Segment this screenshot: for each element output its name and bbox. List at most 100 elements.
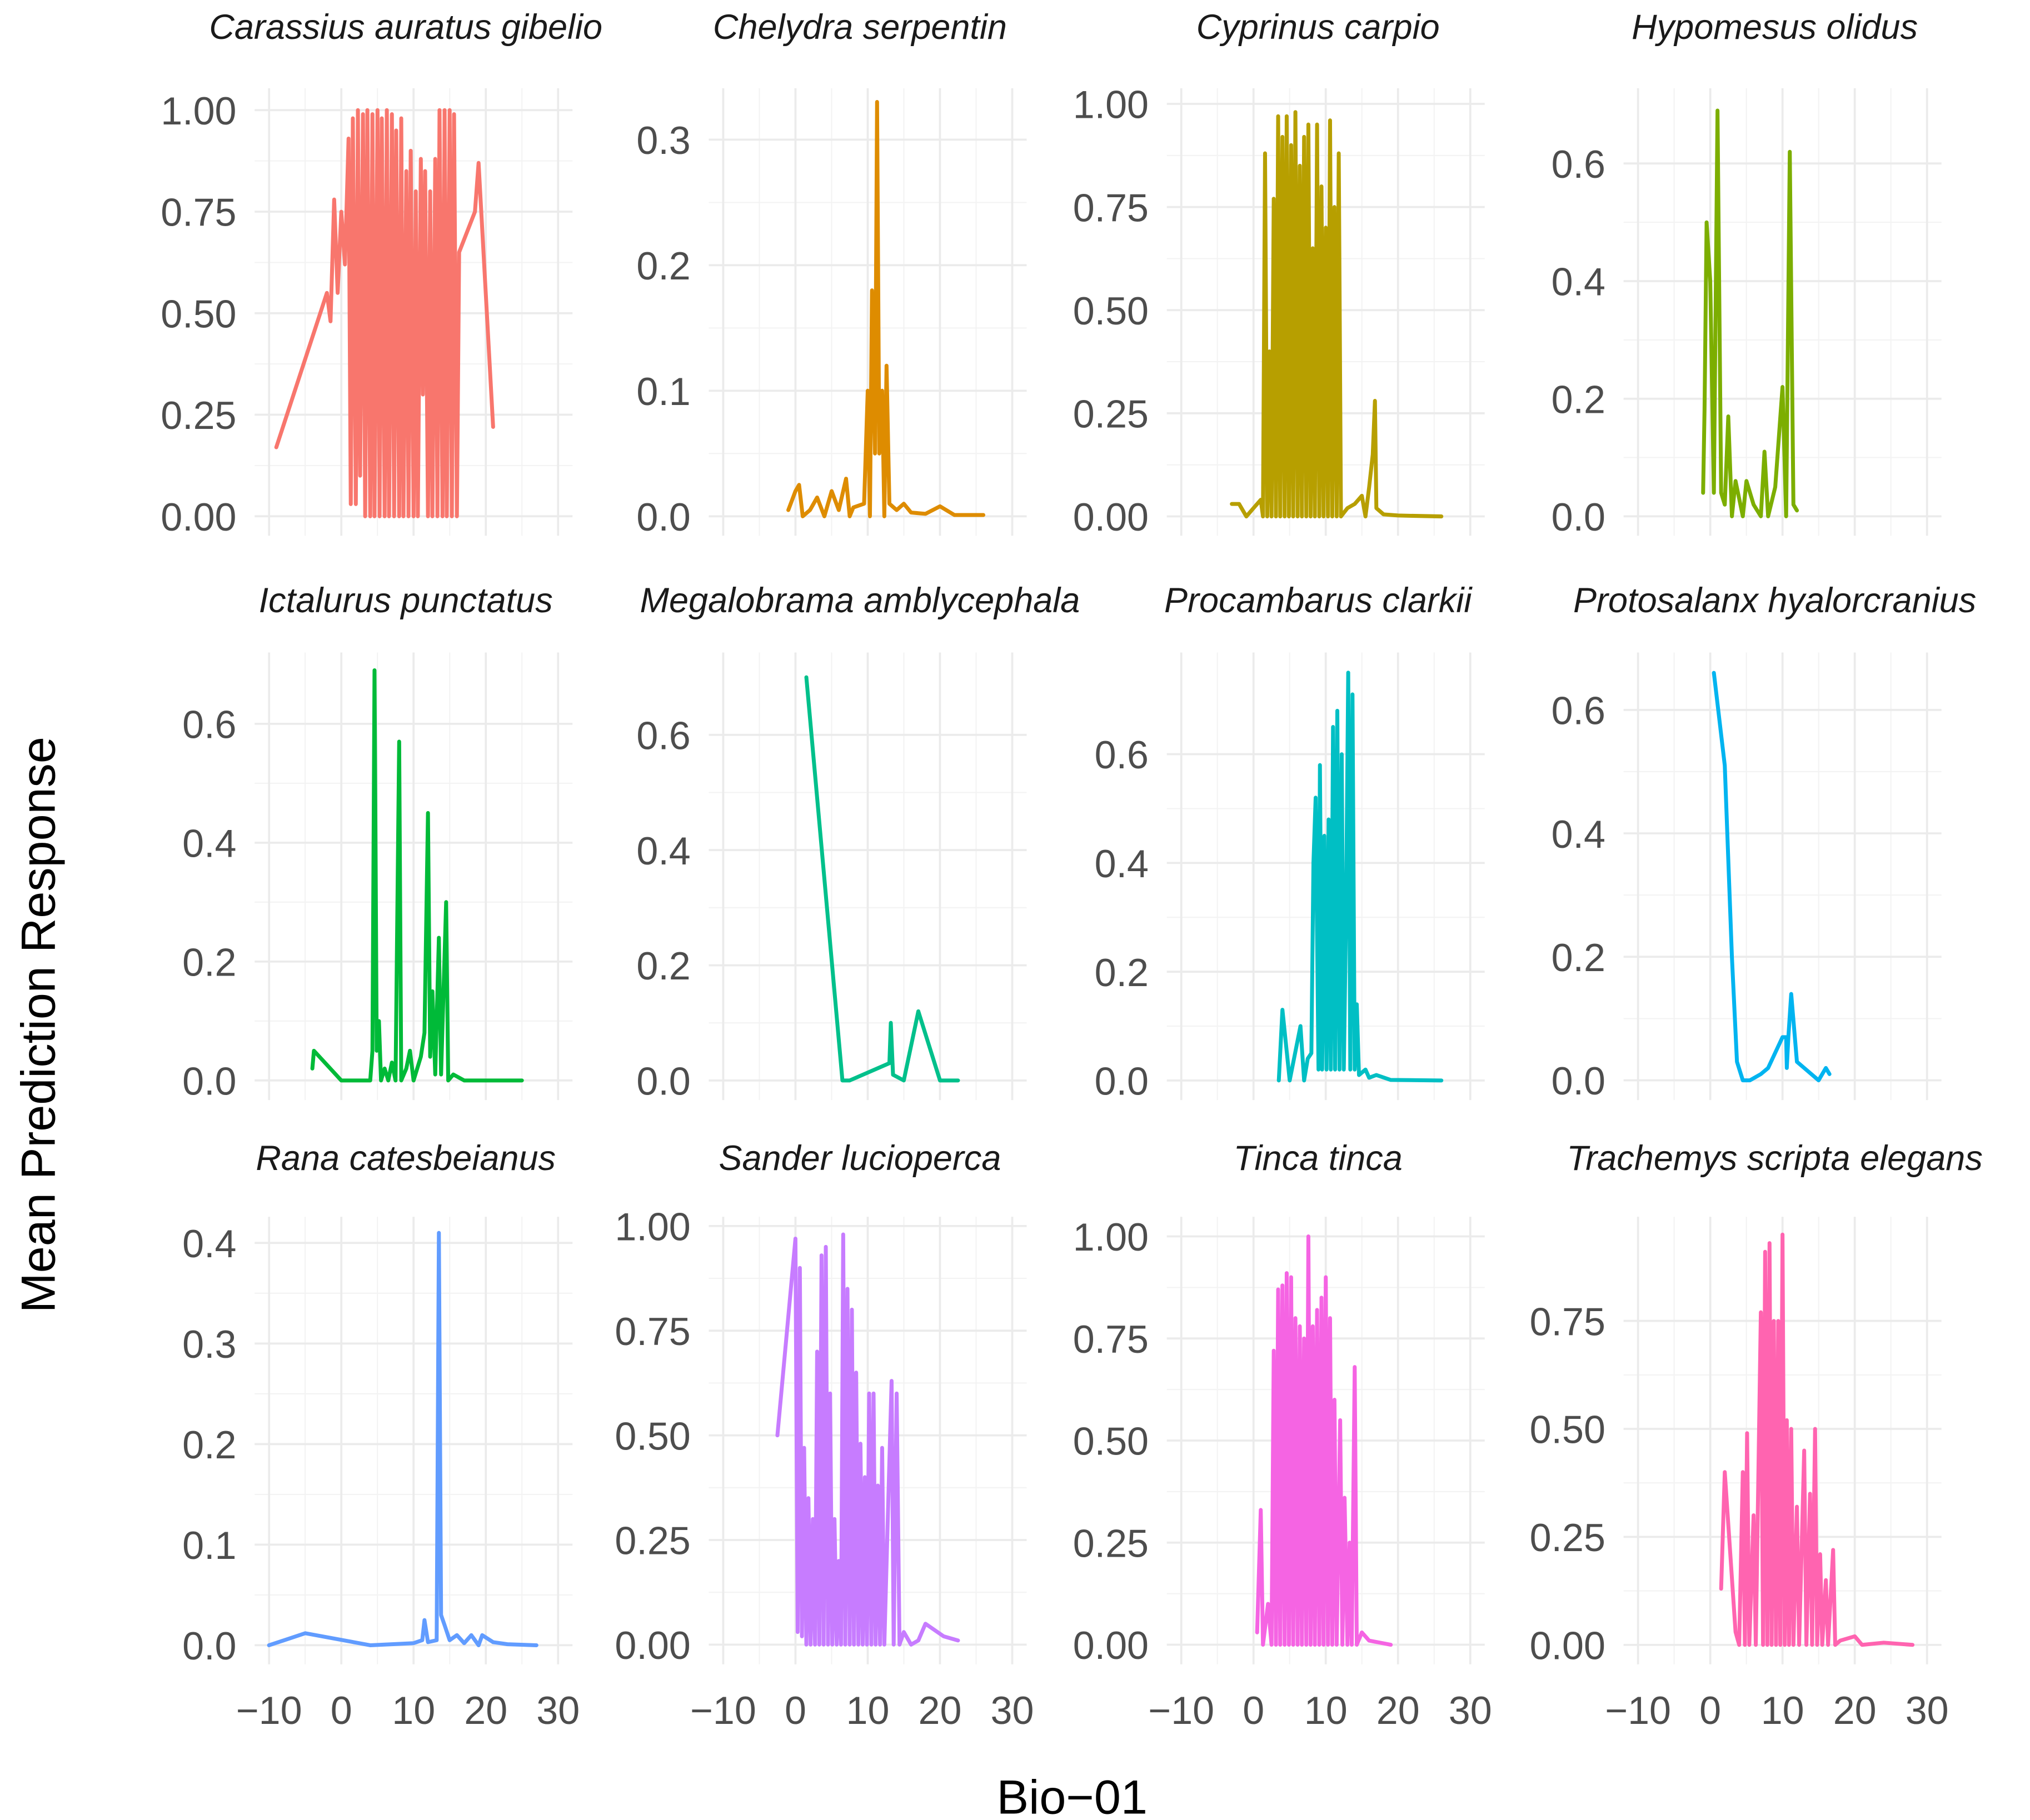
y-tick-label: 0.3 — [636, 119, 690, 162]
y-tick-label: 0.4 — [182, 1222, 236, 1266]
y-tick-label: 0.50 — [161, 292, 236, 336]
facet-panel: 0.00 0.25 0.50 0.75 1.00 −10 0 10 20 30 Tinca tinc… — [1073, 1139, 1492, 1732]
facet-panel: 0.0 0.1 0.2 0.3 0.4 −10 0 10 20 30 Rana catesbeian… — [182, 1139, 580, 1732]
panel-title: Rana catesbeianus — [256, 1139, 556, 1178]
y-tick-label: 0.50 — [1530, 1408, 1605, 1452]
panel-title: Megalobrama amblycephala — [640, 581, 1080, 620]
y-tick-label: 0.2 — [1552, 378, 1605, 421]
y-tick-label: 0.25 — [1530, 1516, 1605, 1559]
y-tick-label: 0.4 — [1552, 261, 1605, 304]
x-tick-label: −10 — [236, 1689, 302, 1732]
y-tick-label: 0.25 — [161, 394, 236, 437]
y-tick-label: 0.4 — [1095, 842, 1149, 886]
y-tick-label: 0.0 — [182, 1624, 236, 1668]
y-tick-label: 0.0 — [1095, 1060, 1149, 1103]
panel-title: Carassius auratus gibelio — [209, 8, 602, 47]
x-tick-label: 0 — [785, 1689, 806, 1732]
y-tick-label: 0.6 — [1095, 733, 1149, 777]
series-line — [804, 675, 960, 1083]
x-tick-label: 10 — [1304, 1689, 1348, 1732]
y-tick-label: 0.4 — [182, 822, 236, 866]
y-tick-label: 0.00 — [161, 496, 236, 539]
facet-panel: 0.0 0.2 0.4 0.6 Protosalanx hyalorcranius — [1552, 581, 1977, 1103]
series-line — [786, 100, 986, 518]
y-tick-label: 1.00 — [161, 89, 236, 133]
y-tick-label: 0.6 — [1552, 689, 1605, 733]
panel-title: Trachemys scripta elegans — [1567, 1139, 1983, 1178]
facet-panel: 0.0 0.2 0.4 0.6 Procambarus clarkii — [1095, 581, 1485, 1103]
x-tick-label: −10 — [690, 1689, 756, 1732]
y-tick-label: 0.6 — [636, 714, 690, 757]
panel-title: Hypomesus olidus — [1632, 8, 1918, 47]
series-line — [1276, 671, 1444, 1083]
y-tick-label: 0.50 — [1073, 289, 1149, 333]
y-tick-label: 0.75 — [1073, 186, 1149, 229]
y-tick-label: 0.00 — [1073, 496, 1149, 539]
y-tick-label: 0.2 — [182, 941, 236, 984]
x-tick-label: −10 — [1148, 1689, 1214, 1732]
y-tick-label: 0.1 — [182, 1524, 236, 1567]
facet-panel: 0.00 0.25 0.50 0.75 −10 0 10 20 30 Trachemys scri… — [1530, 1139, 1983, 1732]
y-tick-label: 1.00 — [1073, 83, 1149, 127]
panel-title: Procambarus clarkii — [1164, 581, 1473, 620]
y-tick-label: 0.4 — [636, 829, 690, 873]
series-line — [1255, 1234, 1393, 1647]
y-tick-label: 0.4 — [1552, 813, 1605, 856]
y-tick-label: 0.25 — [1073, 393, 1149, 436]
y-tick-label: 0.0 — [636, 496, 690, 539]
panel-title: Tinca tinca — [1234, 1139, 1403, 1178]
y-tick-label: 0.2 — [1095, 951, 1149, 994]
facet-panel: 0.00 0.25 0.50 0.75 1.00 Carassius auratus gi… — [161, 8, 602, 539]
x-tick-label: 20 — [919, 1689, 962, 1732]
series-line — [1712, 671, 1832, 1083]
y-tick-label: 0.2 — [182, 1423, 236, 1467]
y-tick-label: 0.6 — [182, 703, 236, 747]
y-tick-label: 0.50 — [615, 1414, 690, 1458]
facet-panel: 0.00 0.25 0.50 0.75 1.00 Cyprinus carpio — [1073, 8, 1485, 539]
y-tick-label: 0.1 — [636, 370, 690, 413]
panel-title: Protosalanx hyalorcranius — [1573, 581, 1976, 620]
y-tick-label: 0.75 — [615, 1310, 690, 1353]
y-axis-title: Mean Prediction Response — [12, 737, 66, 1313]
x-tick-label: 30 — [991, 1689, 1034, 1732]
y-tick-label: 0.00 — [1530, 1624, 1605, 1667]
series-line — [310, 668, 524, 1083]
y-tick-label: 0.00 — [1073, 1624, 1149, 1667]
y-tick-label: 0.25 — [615, 1519, 690, 1563]
x-tick-label: 20 — [1833, 1689, 1877, 1732]
facet-panel: 0.0 0.2 0.4 0.6 Hypomesus olidus — [1552, 8, 1942, 539]
series-line — [1719, 1232, 1915, 1647]
x-axis-title: Bio−01 — [997, 1771, 1148, 1820]
series-line — [267, 1231, 538, 1647]
x-tick-label: 20 — [464, 1689, 507, 1732]
x-tick-label: 30 — [1449, 1689, 1492, 1732]
x-tick-label: 10 — [1761, 1689, 1804, 1732]
x-tick-label: 20 — [1376, 1689, 1420, 1732]
facet-panel: 0.0 0.2 0.4 0.6 Megalobrama amblycephala — [636, 581, 1080, 1103]
y-tick-label: 0.75 — [1530, 1300, 1605, 1343]
series-line — [274, 108, 495, 518]
y-tick-label: 1.00 — [1073, 1216, 1149, 1259]
y-tick-label: 0.0 — [182, 1059, 236, 1103]
y-tick-label: 0.0 — [1552, 496, 1605, 539]
x-tick-label: 10 — [392, 1689, 435, 1732]
panel-title: Cyprinus carpio — [1196, 8, 1440, 47]
y-tick-label: 0.6 — [1552, 143, 1605, 186]
y-tick-label: 0.75 — [161, 191, 236, 234]
x-tick-label: 30 — [536, 1689, 580, 1732]
y-tick-label: 0.3 — [182, 1323, 236, 1366]
x-tick-label: 10 — [846, 1689, 890, 1732]
x-tick-label: 0 — [1243, 1689, 1264, 1732]
y-tick-label: 0.2 — [636, 944, 690, 988]
y-tick-label: 0.2 — [636, 244, 690, 288]
y-tick-label: 0.2 — [1552, 936, 1605, 979]
series-line — [1701, 108, 1799, 518]
y-tick-label: 1.00 — [615, 1205, 690, 1248]
x-tick-label: 30 — [1906, 1689, 1949, 1732]
panel-title: Chelydra serpentin — [713, 8, 1007, 47]
y-tick-label: 0.50 — [1073, 1420, 1149, 1463]
facet-panel: 0.0 0.2 0.4 0.6 Ictalurus punctatus — [182, 581, 573, 1103]
